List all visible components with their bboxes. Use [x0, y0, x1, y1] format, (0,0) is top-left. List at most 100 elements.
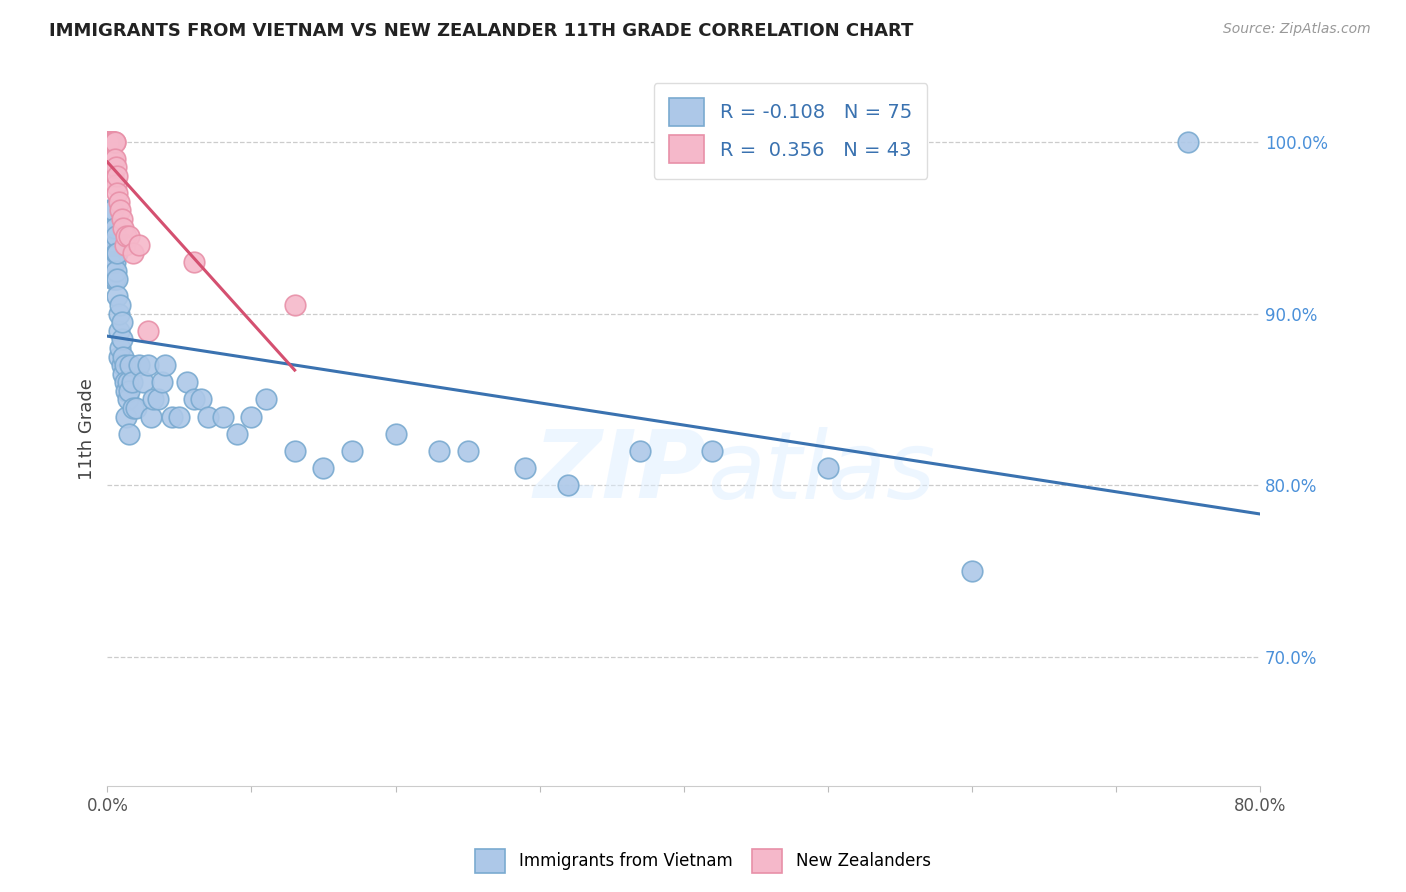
Point	[103, 135, 125, 149]
Point	[112, 350, 135, 364]
Point	[114, 358, 136, 372]
Point	[105, 229, 128, 244]
Point	[515, 461, 537, 475]
Point	[105, 263, 128, 277]
Point	[427, 444, 450, 458]
Legend: R = -0.108   N = 75, R =  0.356   N = 43: R = -0.108 N = 75, R = 0.356 N = 43	[654, 83, 928, 178]
Point	[100, 203, 122, 218]
Point	[115, 384, 138, 398]
Point	[98, 135, 121, 149]
Point	[100, 135, 122, 149]
Point	[118, 426, 141, 441]
Point	[118, 384, 141, 398]
Point	[103, 237, 125, 252]
Point	[108, 194, 131, 209]
Point	[107, 272, 129, 286]
Point	[97, 237, 120, 252]
Point	[211, 409, 233, 424]
Point	[169, 409, 191, 424]
Y-axis label: 11th Grade: 11th Grade	[79, 378, 96, 481]
Point	[114, 237, 136, 252]
Point	[97, 135, 120, 149]
Point	[240, 409, 263, 424]
Point	[108, 350, 131, 364]
Point	[150, 376, 173, 390]
Point	[111, 358, 134, 372]
Point	[108, 324, 131, 338]
Point	[105, 246, 128, 260]
Point	[107, 169, 129, 183]
Point	[110, 298, 132, 312]
Point	[183, 255, 205, 269]
Point	[103, 255, 125, 269]
Point	[105, 178, 128, 192]
Point	[111, 315, 134, 329]
Point	[128, 237, 150, 252]
Point	[100, 169, 122, 183]
Text: ZIP: ZIP	[534, 426, 707, 518]
Point	[103, 220, 125, 235]
Point	[128, 358, 150, 372]
Point	[101, 203, 124, 218]
Point	[118, 229, 141, 244]
Point	[121, 376, 143, 390]
Point	[101, 255, 124, 269]
Point	[101, 135, 124, 149]
Point	[97, 135, 120, 149]
Point	[100, 237, 122, 252]
Point	[100, 152, 122, 166]
Legend: Immigrants from Vietnam, New Zealanders: Immigrants from Vietnam, New Zealanders	[468, 842, 938, 880]
Point	[702, 444, 724, 458]
Point	[114, 376, 136, 390]
Point	[142, 392, 165, 407]
Point	[101, 152, 124, 166]
Point	[103, 152, 125, 166]
Point	[342, 444, 364, 458]
Point	[110, 203, 132, 218]
Point	[160, 409, 183, 424]
Point	[97, 135, 120, 149]
Point	[117, 392, 139, 407]
Point	[101, 135, 124, 149]
Point	[284, 444, 307, 458]
Point	[136, 324, 159, 338]
Point	[112, 367, 135, 381]
Point	[153, 358, 176, 372]
Point	[176, 376, 198, 390]
Point	[197, 409, 219, 424]
Point	[139, 409, 162, 424]
Point	[98, 203, 121, 218]
Point	[628, 444, 651, 458]
Text: IMMIGRANTS FROM VIETNAM VS NEW ZEALANDER 11TH GRADE CORRELATION CHART: IMMIGRANTS FROM VIETNAM VS NEW ZEALANDER…	[49, 22, 914, 40]
Point	[111, 212, 134, 227]
Point	[122, 401, 145, 415]
Text: Source: ZipAtlas.com: Source: ZipAtlas.com	[1223, 22, 1371, 37]
Point	[97, 135, 120, 149]
Point	[183, 392, 205, 407]
Point	[1177, 135, 1199, 149]
Point	[284, 298, 307, 312]
Point	[125, 401, 148, 415]
Point	[100, 220, 122, 235]
Point	[98, 135, 121, 149]
Point	[146, 392, 169, 407]
Point	[97, 135, 120, 149]
Point	[115, 229, 138, 244]
Point	[107, 186, 129, 201]
Point	[100, 135, 122, 149]
Point	[136, 358, 159, 372]
Point	[105, 161, 128, 175]
Point	[457, 444, 479, 458]
Point	[117, 376, 139, 390]
Text: atlas: atlas	[707, 427, 935, 518]
Point	[384, 426, 406, 441]
Point	[312, 461, 335, 475]
Point	[112, 220, 135, 235]
Point	[101, 272, 124, 286]
Point	[98, 152, 121, 166]
Point	[132, 376, 155, 390]
Point	[98, 135, 121, 149]
Point	[107, 246, 129, 260]
Point	[98, 220, 121, 235]
Point	[103, 135, 125, 149]
